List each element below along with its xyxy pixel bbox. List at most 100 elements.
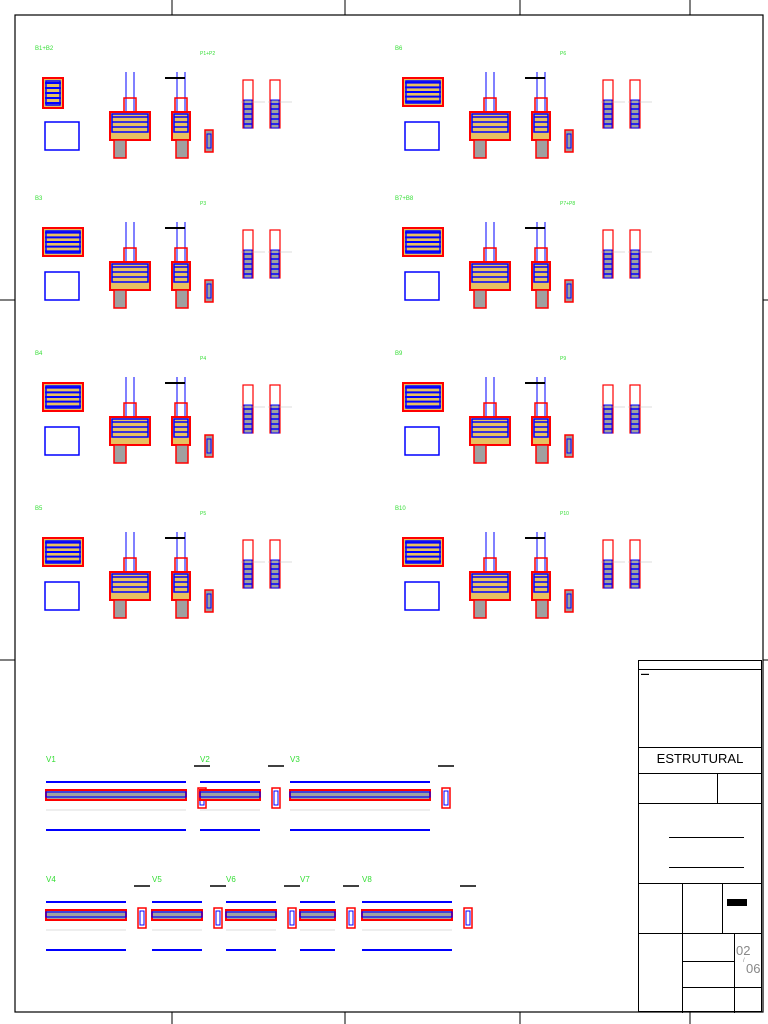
footing-section: [109, 111, 151, 141]
footing-label: B9: [395, 351, 403, 357]
beam-label: V1: [46, 755, 56, 764]
rebar-cage: [111, 418, 149, 438]
pile: [535, 599, 549, 619]
column-label: P5: [200, 511, 206, 517]
footing-section: [469, 111, 511, 141]
column-section: [564, 279, 574, 303]
beam-label: V7: [300, 875, 310, 884]
footing-section: [109, 571, 151, 601]
pile: [535, 444, 549, 464]
rebar-outline: [405, 540, 441, 564]
beam-cross-section: [441, 787, 451, 809]
rebar-cage: [111, 113, 149, 133]
rebar-cage: [471, 418, 509, 438]
beam-detail-V3: V3: [289, 755, 454, 831]
column-section: [204, 279, 214, 303]
footing-detail-8: B10 P10: [395, 506, 652, 619]
rebar-cage: [111, 573, 149, 593]
column-label: P7+P8: [560, 201, 575, 207]
column-section: [204, 129, 214, 153]
footing-detail-1: B1+B2 P1+P2: [35, 46, 292, 159]
column-stirrup: [206, 133, 212, 149]
stirrup-shape: [404, 271, 440, 301]
rebar-cage: [173, 418, 189, 438]
stirrup-shape: [404, 426, 440, 456]
footing-detail-4: B5 P5: [35, 506, 292, 619]
footing-label: B1+B2: [35, 46, 54, 52]
beam-rebar: [45, 911, 127, 918]
rebar-cage: [173, 263, 189, 283]
pile: [473, 289, 487, 309]
pile: [175, 599, 189, 619]
pile: [175, 139, 189, 159]
footing-detail-3: B4 P4: [35, 351, 292, 464]
beam-detail-V4: V4: [45, 875, 150, 951]
beam-stirrup: [348, 910, 354, 926]
rebar-cage: [533, 573, 549, 593]
footing-section: [109, 416, 151, 446]
rebar-cage: [471, 263, 509, 283]
pile: [175, 444, 189, 464]
column-stirrup: [206, 283, 212, 299]
footing-label: B3: [35, 196, 43, 202]
rebar-outline: [405, 80, 441, 104]
column-label: P6: [560, 51, 566, 57]
rebar-cage: [111, 263, 149, 283]
column-stirrup: [566, 133, 572, 149]
rebar-cage: [533, 113, 549, 133]
rebar-cage: [173, 113, 189, 133]
beam-cross-section: [287, 907, 297, 929]
beam-rebar: [199, 791, 261, 798]
beam-label: V3: [290, 755, 300, 764]
column-stirrup: [206, 593, 212, 609]
footing-detail-2: B3 P3: [35, 196, 292, 309]
sheet-border: [14, 14, 764, 1013]
beam-stirrup: [273, 790, 279, 806]
pile: [113, 139, 127, 159]
footing-label: B7+B8: [395, 196, 414, 202]
beam-cross-section: [271, 787, 281, 809]
sheet-total: 06: [746, 961, 761, 976]
beam-label: V8: [362, 875, 372, 884]
pile: [113, 444, 127, 464]
beam-rebar: [289, 791, 431, 798]
pile: [113, 599, 127, 619]
footing-detail-5: B6 P6: [395, 46, 652, 159]
beam-label: V2: [200, 755, 210, 764]
stirrup-shape: [44, 271, 80, 301]
rebar-outline: [45, 385, 81, 409]
pile: [473, 444, 487, 464]
beam-stirrup: [289, 910, 295, 926]
title-block: ▬▬ ESTRUTURAL 02 / 06: [638, 660, 762, 1013]
column-label: P10: [560, 511, 569, 517]
column-stirrup: [206, 438, 212, 454]
column-label: P9: [560, 356, 566, 362]
beam-rebar: [361, 911, 453, 918]
stirrup-shape: [44, 121, 80, 151]
column-section: [204, 434, 214, 458]
discipline-title: ESTRUTURAL: [656, 751, 744, 766]
footing-section: [109, 261, 151, 291]
beam-cross-section: [213, 907, 223, 929]
pile: [175, 289, 189, 309]
stirrup-shape: [404, 121, 440, 151]
footing-label: B5: [35, 506, 43, 512]
footing-label: B4: [35, 351, 43, 357]
column-section: [564, 434, 574, 458]
footing-section: [469, 261, 511, 291]
rebar-outline: [405, 385, 441, 409]
footing-label: B6: [395, 46, 403, 52]
rebar-cage: [471, 573, 509, 593]
beam-detail-V1: V1: [45, 755, 210, 831]
rebar-outline: [45, 230, 81, 254]
stirrup-shape: [44, 581, 80, 611]
beam-detail-V2: V2: [199, 755, 284, 831]
beam-detail-V6: V6: [225, 875, 300, 951]
rebar-cage: [533, 263, 549, 283]
pile: [113, 289, 127, 309]
pile: [535, 139, 549, 159]
beam-label: V6: [226, 875, 236, 884]
column-label: P1+P2: [200, 51, 215, 57]
column-label: P4: [200, 356, 206, 362]
column-stirrup: [566, 283, 572, 299]
